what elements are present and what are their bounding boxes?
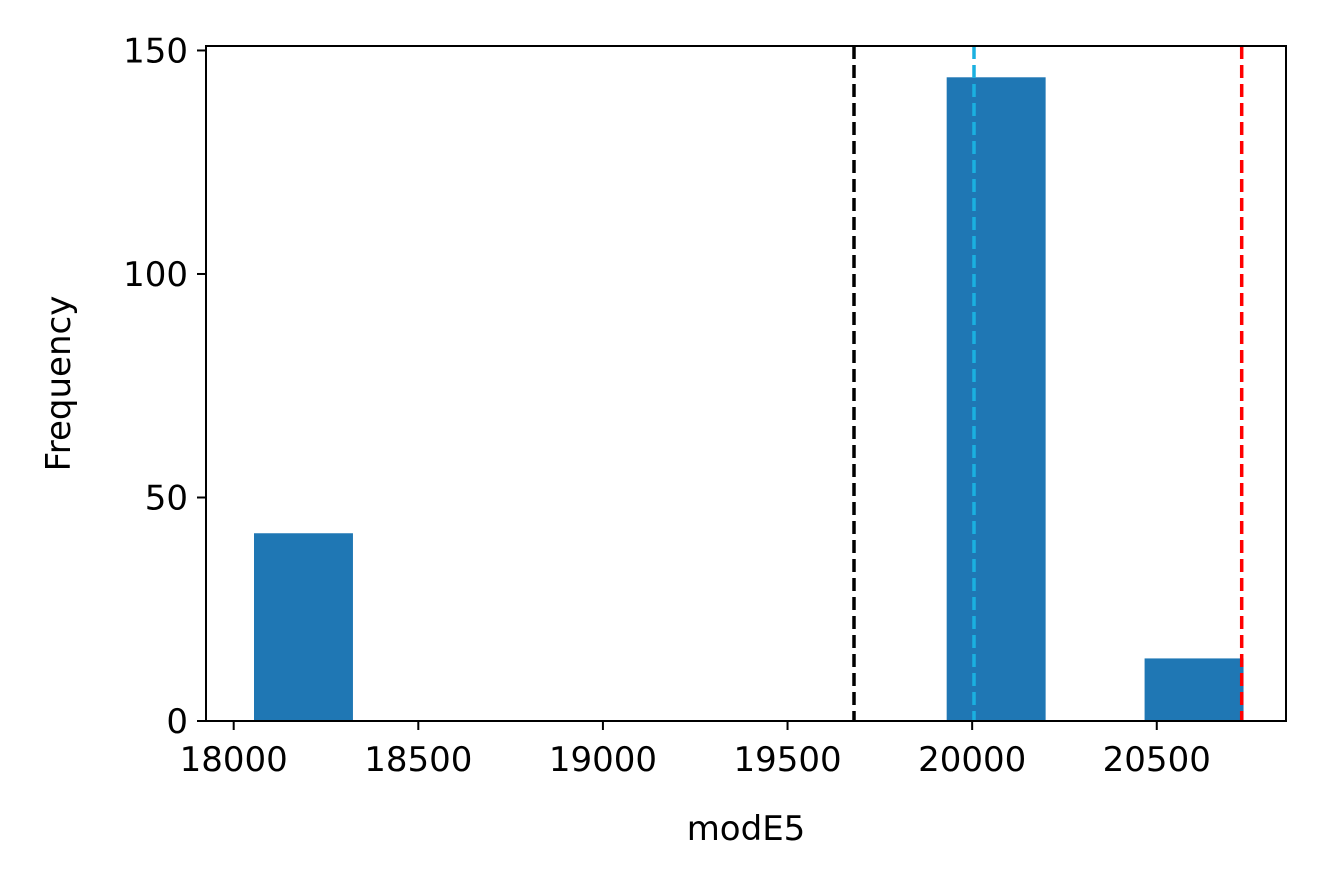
x-tick-label: 20000 [918,740,1026,780]
bars-group [254,77,1244,722]
x-axis: 18000 18500 19000 19500 20000 20500 [180,721,1211,780]
y-tick-label: 150 [123,31,188,71]
x-tick-label: 18000 [180,740,288,780]
y-tick-label: 50 [145,478,188,518]
x-tick-label: 20500 [1103,740,1211,780]
y-axis: 0 50 100 150 [123,31,206,742]
histogram-bar-9 [1144,658,1244,721]
x-tick-label: 18500 [364,740,472,780]
y-tick-label: 100 [123,255,188,295]
x-tick-label: 19000 [549,740,657,780]
histogram-bar-0 [254,533,353,721]
x-axis-title: modE5 [687,809,806,849]
histogram-bar-7 [946,77,1046,722]
y-axis-title: Frequency [39,296,79,472]
y-tick-label: 0 [166,702,188,742]
x-tick-label: 19500 [733,740,841,780]
reference-lines-group [852,46,1244,721]
plot-frame [205,45,1287,722]
